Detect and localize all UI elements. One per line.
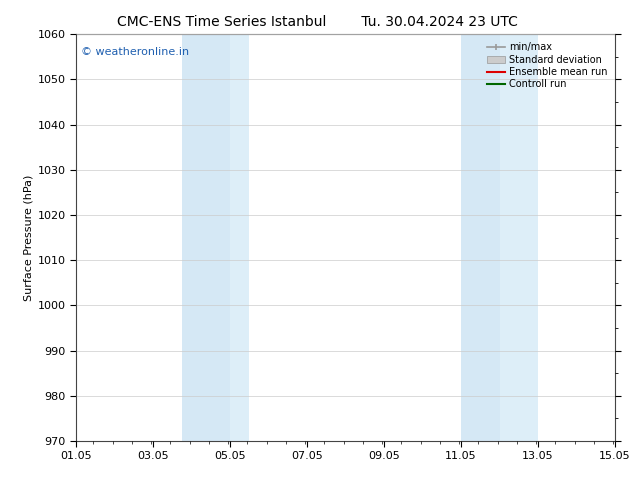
Bar	[230, 34, 249, 441]
Text: © weatheronline.in: © weatheronline.in	[81, 47, 190, 56]
Bar	[461, 34, 500, 441]
Y-axis label: Surface Pressure (hPa): Surface Pressure (hPa)	[23, 174, 34, 301]
Legend: min/max, Standard deviation, Ensemble mean run, Controll run: min/max, Standard deviation, Ensemble me…	[484, 39, 610, 92]
Bar	[500, 34, 538, 441]
Bar	[182, 34, 230, 441]
Text: CMC-ENS Time Series Istanbul        Tu. 30.04.2024 23 UTC: CMC-ENS Time Series Istanbul Tu. 30.04.2…	[117, 15, 517, 29]
